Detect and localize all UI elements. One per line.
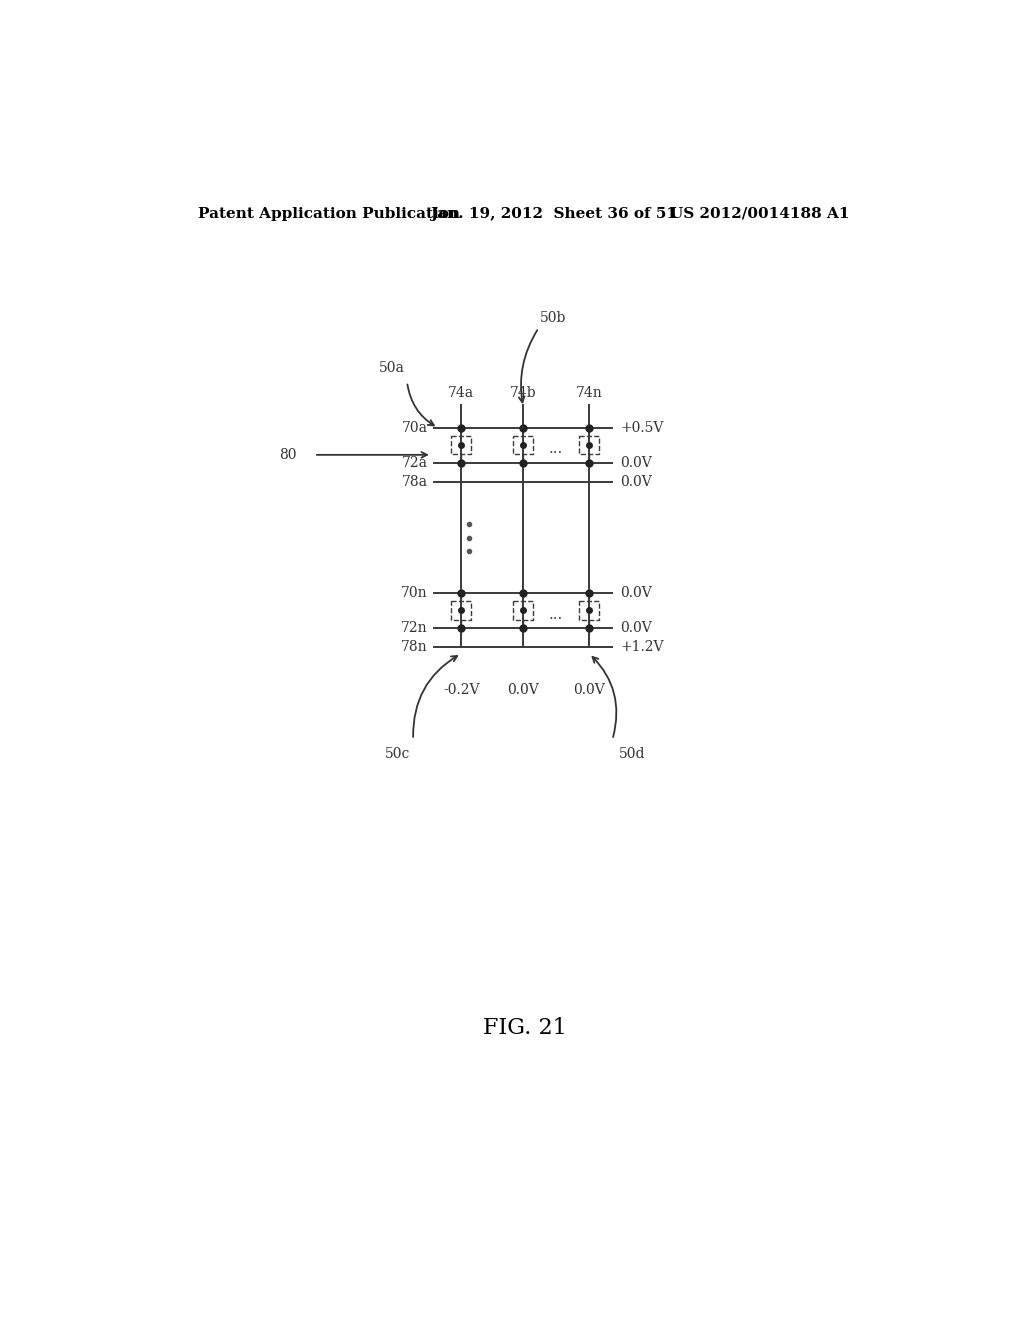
Text: 0.0V: 0.0V <box>621 475 652 488</box>
Text: -0.2V: -0.2V <box>443 682 479 697</box>
Text: 70a: 70a <box>402 421 428 434</box>
Text: 72a: 72a <box>402 455 428 470</box>
Text: 70n: 70n <box>401 586 428 601</box>
Text: 72n: 72n <box>401 622 428 635</box>
Text: ...: ... <box>549 607 563 622</box>
Text: +1.2V: +1.2V <box>621 640 664 655</box>
Text: 78n: 78n <box>401 640 428 655</box>
Text: ...: ... <box>549 442 563 457</box>
Text: 0.0V: 0.0V <box>621 455 652 470</box>
Text: 80: 80 <box>280 447 297 462</box>
Text: 74a: 74a <box>449 387 474 400</box>
Text: Jan. 19, 2012  Sheet 36 of 51: Jan. 19, 2012 Sheet 36 of 51 <box>430 207 677 220</box>
Text: 74n: 74n <box>575 387 602 400</box>
Text: 50a: 50a <box>379 360 404 375</box>
Text: Patent Application Publication: Patent Application Publication <box>198 207 460 220</box>
Text: 50d: 50d <box>618 747 645 760</box>
Text: 0.0V: 0.0V <box>621 586 652 601</box>
Text: 0.0V: 0.0V <box>621 622 652 635</box>
Text: 78a: 78a <box>402 475 428 488</box>
Text: FIG. 21: FIG. 21 <box>483 1018 566 1040</box>
Text: US 2012/0014188 A1: US 2012/0014188 A1 <box>671 207 850 220</box>
Text: 74b: 74b <box>510 387 537 400</box>
Text: 0.0V: 0.0V <box>507 682 539 697</box>
Text: +0.5V: +0.5V <box>621 421 664 434</box>
Text: 50b: 50b <box>540 310 566 325</box>
Text: 50c: 50c <box>385 747 411 760</box>
Text: 0.0V: 0.0V <box>573 682 605 697</box>
